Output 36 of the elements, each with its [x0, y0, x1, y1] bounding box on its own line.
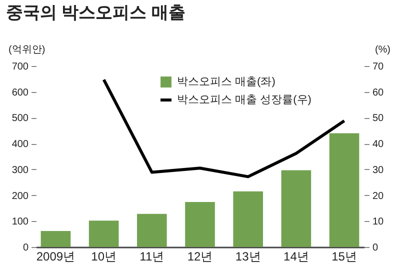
y-tick-label: 200	[12, 190, 29, 202]
y2-tick-label: 10	[372, 216, 384, 228]
y2-tick-label: 70	[372, 62, 384, 72]
x-tick-label: 15년	[332, 250, 357, 264]
y-tick-label: 500	[12, 113, 29, 124]
x-tick-label: 14년	[284, 250, 309, 264]
legend-label: 박스오피스 매출(좌)	[177, 76, 276, 88]
bar	[233, 191, 264, 247]
y2-tick-label: 50	[372, 113, 384, 124]
bar	[185, 202, 215, 247]
x-tick-label: 13년	[235, 250, 261, 264]
bar	[136, 214, 167, 247]
y2-tick-label: 40	[372, 139, 384, 150]
x-tick-label: 2009년	[36, 250, 76, 264]
y-tick-label: 0	[22, 242, 29, 254]
line-series	[102, 78, 346, 178]
bar	[40, 230, 71, 247]
y2-tick-label: 30	[372, 164, 384, 176]
y-tick-label: 100	[12, 216, 29, 228]
x-tick-label: 12년	[187, 250, 213, 264]
y2-axis-title: (%)	[374, 44, 390, 56]
bar	[88, 220, 119, 247]
bar	[281, 170, 312, 247]
y-tick-label: 600	[12, 87, 29, 98]
x-tick-label: 11년	[140, 250, 164, 264]
y-tick-label: 400	[12, 139, 29, 150]
bar	[329, 133, 360, 247]
y-axis-title: (억위안)	[8, 44, 46, 56]
chart-title: 중국의 박스오피스 매출	[6, 3, 186, 22]
y-tick-label: 700	[12, 62, 29, 72]
y2-tick-label: 60	[372, 87, 384, 98]
y2-tick-label: 20	[372, 190, 384, 202]
legend-label: 박스오피스 매출 성장률(우)	[177, 94, 312, 106]
x-tick-label: 10년	[91, 250, 116, 264]
y-tick-label: 300	[12, 164, 29, 176]
y2-tick-label: 0	[372, 242, 378, 254]
